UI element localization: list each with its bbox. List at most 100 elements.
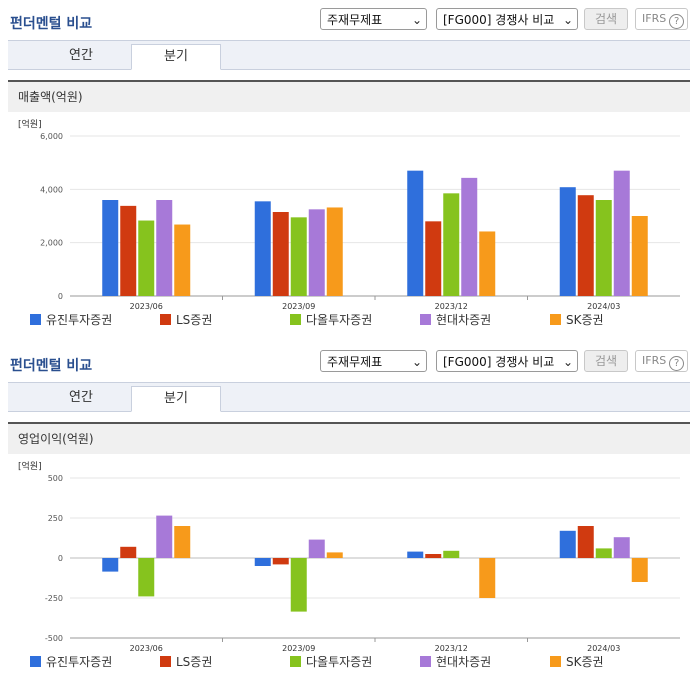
- search-button[interactable]: 검색: [584, 350, 628, 372]
- y-tick-label: 4,000: [40, 185, 63, 194]
- tab-quarterly[interactable]: 분기: [131, 386, 221, 412]
- bar-유진투자증권-2024/03: [559, 187, 576, 296]
- bar-다올투자증권-2023/09: [290, 217, 307, 296]
- compare-select-value: [FG000] 경쟁사 비교: [443, 13, 555, 27]
- ifrs-toggle[interactable]: IFRS?: [635, 350, 688, 372]
- bar-현대차증권-2024/03: [613, 537, 630, 558]
- section-title: 펀더멘털 비교: [10, 16, 93, 32]
- bar-LS증권-2023/06: [120, 205, 137, 296]
- unit-label: [억원]: [18, 120, 42, 130]
- bar-SK증권-2024/03: [631, 558, 648, 582]
- ifrs-toggle[interactable]: IFRS?: [635, 8, 688, 30]
- section-header: 펀더멘털 비교 주재무제표 ⌄ [FG000] 경쟁사 비교 ⌄ 검색 IFRS…: [0, 0, 696, 40]
- bar-다올투자증권-2023/06: [138, 220, 155, 296]
- legend-swatch: [30, 656, 41, 667]
- legend-item: LS증권: [160, 655, 212, 669]
- legend-label: SK증권: [566, 313, 604, 327]
- legend-swatch: [30, 314, 41, 325]
- bar-유진투자증권-2023/09: [254, 201, 271, 296]
- legend-item: 유진투자증권: [30, 655, 112, 669]
- section-title: 펀더멘털 비교: [10, 358, 93, 374]
- bar-LS증권-2023/09: [272, 212, 289, 296]
- bar-유진투자증권-2023/06: [102, 200, 119, 296]
- bar-유진투자증권-2023/12: [407, 551, 424, 558]
- bar-SK증권-2023/06: [174, 224, 191, 296]
- revenue-chart: 0 2,000 4,000 6,000 2023/06 2023/09 2023/12 202…: [40, 132, 680, 311]
- y-tick-label: 250: [48, 514, 63, 523]
- legend-item: SK증권: [550, 313, 604, 327]
- tab-annual[interactable]: 연간: [69, 390, 93, 405]
- x-tick-label: 2023/06: [130, 644, 163, 653]
- x-tick-label: 2023/06: [130, 302, 163, 311]
- y-tick-label: 0: [58, 292, 63, 301]
- chevron-down-icon: ⌄: [562, 13, 573, 27]
- compare-select[interactable]: [FG000] 경쟁사 비교 ⌄: [436, 8, 578, 30]
- legend-swatch: [160, 314, 171, 325]
- bar-SK증권-2024/03: [631, 216, 648, 296]
- legend-label: 유진투자증권: [46, 655, 113, 669]
- bar-LS증권-2024/03: [577, 526, 594, 558]
- legend-swatch: [550, 656, 561, 667]
- x-tick-label: 2024/03: [587, 302, 620, 311]
- bar-현대차증권-2023/06: [156, 200, 173, 296]
- y-tick-label: 500: [48, 474, 63, 483]
- statement-select[interactable]: 주재무제표 ⌄: [320, 350, 427, 372]
- search-button[interactable]: 검색: [584, 8, 628, 30]
- legend-label: 현대차증권: [436, 313, 492, 327]
- x-tick-label: 2024/03: [587, 644, 620, 653]
- ifrs-label: IFRS: [642, 354, 667, 367]
- bar-LS증권-2023/12: [425, 221, 442, 296]
- chevron-down-icon: ⌄: [411, 355, 422, 369]
- x-tick-label: 2023/09: [282, 644, 315, 653]
- bar-LS증권-2024/03: [577, 195, 594, 296]
- legend-swatch: [420, 314, 431, 325]
- bar-다올투자증권-2024/03: [595, 200, 612, 296]
- bar-현대차증권-2023/09: [308, 539, 325, 558]
- bar-SK증권-2023/12: [479, 558, 496, 598]
- legend-label: 다올투자증권: [306, 313, 373, 327]
- bar-다올투자증권-2024/03: [595, 548, 612, 558]
- legend-swatch: [550, 314, 561, 325]
- legend-item: SK증권: [550, 655, 604, 669]
- legend-item: 다올투자증권: [290, 313, 372, 327]
- legend-label: SK증권: [566, 655, 604, 669]
- x-tick-label: 2023/12: [435, 302, 468, 311]
- ifrs-label: IFRS: [642, 12, 667, 25]
- legend-label: 유진투자증권: [46, 313, 113, 327]
- bar-LS증권-2023/09: [272, 558, 289, 565]
- bar-SK증권-2023/09: [326, 207, 343, 296]
- compare-select[interactable]: [FG000] 경쟁사 비교 ⌄: [436, 350, 578, 372]
- legend-label: 현대차증권: [436, 655, 492, 669]
- bar-현대차증권-2023/06: [156, 515, 173, 558]
- bar-다올투자증권-2023/12: [443, 193, 460, 296]
- help-icon[interactable]: ?: [669, 356, 685, 371]
- bar-다올투자증권-2023/06: [138, 558, 155, 597]
- statement-select[interactable]: 주재무제표 ⌄: [320, 8, 427, 30]
- legend-swatch: [290, 314, 301, 325]
- statement-select-value: 주재무제표: [327, 13, 383, 27]
- bar-현대차증권-2023/09: [308, 209, 325, 296]
- y-tick-label: 2,000: [40, 239, 63, 248]
- chevron-down-icon: ⌄: [411, 13, 422, 27]
- help-icon[interactable]: ?: [669, 14, 685, 29]
- tab-annual[interactable]: 연간: [69, 48, 93, 63]
- legend-swatch: [160, 656, 171, 667]
- unit-label: [억원]: [18, 462, 42, 472]
- legend-label: LS증권: [176, 655, 213, 669]
- metric-title: 영업이익(억원): [8, 422, 690, 454]
- bar-SK증권-2023/06: [174, 526, 191, 558]
- bar-LS증권-2023/06: [120, 546, 137, 558]
- legend-swatch: [290, 656, 301, 667]
- metric-title: 매출액(억원): [8, 80, 690, 112]
- compare-select-value: [FG000] 경쟁사 비교: [443, 355, 555, 369]
- tab-quarterly[interactable]: 분기: [131, 44, 221, 70]
- bar-다올투자증권-2023/12: [443, 550, 460, 558]
- bar-다올투자증권-2023/09: [290, 558, 307, 612]
- chart-legend: 유진투자증권 LS증권 다올투자증권 현대차증권 SK증권: [30, 655, 680, 671]
- y-tick-label: -250: [45, 594, 63, 603]
- bar-SK증권-2023/12: [479, 231, 496, 296]
- bar-SK증권-2023/09: [326, 552, 343, 558]
- bar-유진투자증권-2023/06: [102, 558, 119, 572]
- bar-LS증권-2023/12: [425, 554, 442, 558]
- period-tabs: 연간 분기: [8, 40, 690, 70]
